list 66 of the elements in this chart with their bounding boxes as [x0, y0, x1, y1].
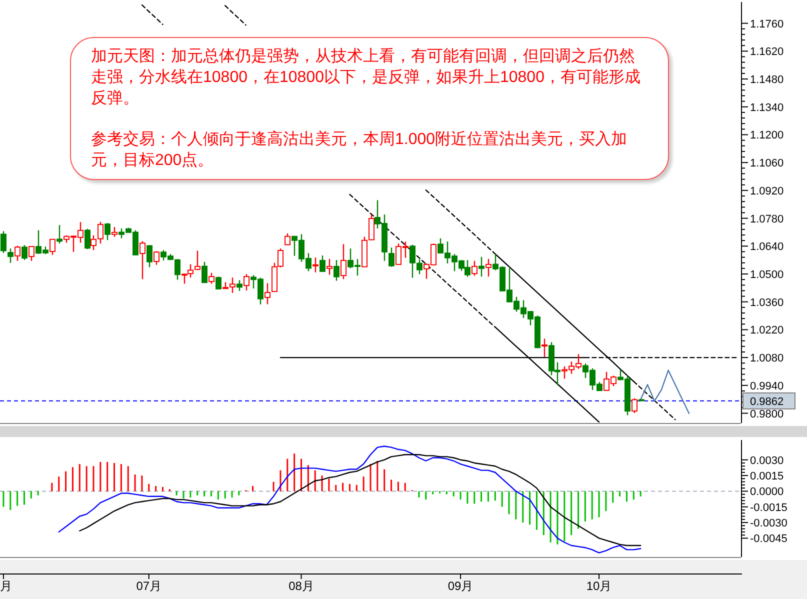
y-tick-label: 1.1760: [750, 18, 784, 30]
y-tick-label: 1.0220: [750, 324, 784, 337]
annotation: 加元天图：加元总体仍是强势，从技术上看，有可能有回调，但回调之后仍然走强，分水线在10800，在10800以下，是反弹，如果升上10800，有可能形成反弹。: [91, 46, 642, 109]
y-tick-label: 1.1200: [750, 130, 784, 142]
y-tick-label: 0.0015: [750, 470, 784, 483]
candlestick: [236, 280, 242, 292]
y-tick-label: 0.9800: [750, 408, 784, 420]
x-tick-label: 10月: [586, 579, 612, 593]
candlestick: [202, 261, 208, 284]
x-tick-label: 07月: [136, 579, 162, 593]
y-tick-label: -0.0030: [750, 518, 788, 530]
candlestick: [264, 282, 270, 305]
candlestick: [104, 222, 110, 241]
y-tick-label: 1.0640: [750, 241, 784, 254]
line-series: [58, 446, 642, 554]
y-tick-label: 1.0360: [750, 296, 784, 309]
candlestick: [632, 398, 638, 414]
y-tick-label: 1.0780: [750, 213, 784, 226]
y-tick-label: 1.0080: [750, 352, 784, 365]
y-tick-label: 1.1620: [750, 46, 784, 58]
candlestick: [278, 248, 284, 268]
candlestick: [22, 244, 28, 261]
x-tick-label: 月: [0, 579, 12, 593]
x-tick-label: 09月: [448, 579, 474, 593]
y-tick-label: 1.0500: [750, 268, 784, 281]
y-tick-label: 0.0030: [750, 454, 784, 467]
candlestick: [208, 272, 214, 284]
candlestick: [146, 244, 152, 268]
candlestick: [472, 260, 478, 276]
line-series: [141, 4, 164, 26]
candlestick: [84, 228, 90, 250]
y-tick-label: 1.1340: [750, 102, 784, 114]
candlestick: [284, 232, 290, 246]
candlestick: [340, 244, 346, 280]
candlestick: [154, 250, 160, 266]
line-series: [640, 370, 690, 414]
candlestick: [326, 258, 332, 276]
candlestick: [140, 240, 146, 280]
candlestick: [56, 224, 62, 244]
candlestick: [28, 246, 34, 262]
candlestick: [320, 254, 326, 272]
y-tick-label: -0.0015: [750, 502, 788, 514]
y-tick-label: -0.0045: [750, 533, 788, 546]
candlestick: [112, 226, 118, 238]
candlestick: [312, 256, 318, 273]
candlestick: [14, 245, 20, 262]
candlestick: [542, 338, 548, 358]
y-tick-label: 1.1480: [750, 74, 784, 86]
candlestick: [388, 246, 394, 268]
candlestick: [216, 276, 222, 290]
ref-line-label: 0.9862: [750, 396, 784, 408]
candlestick: [486, 258, 492, 278]
y-tick-label: 0.9940: [750, 380, 784, 392]
candlestick: [334, 259, 340, 282]
line-series: [224, 4, 246, 26]
y-tick-label: 1.0920: [750, 185, 784, 198]
candlestick: [244, 274, 250, 292]
candlestick: [8, 248, 14, 264]
candlestick: [50, 238, 56, 256]
annotation: 参考交易：个人倾向于逢高沽出美元，本周1.000附近位置沽出美元，买入加元，目标200点。: [91, 130, 628, 171]
y-tick-label: 0.0000: [750, 486, 784, 498]
candlestick: [478, 256, 484, 278]
line-series: [79, 454, 642, 546]
x-tick-label: 08月: [288, 579, 314, 593]
y-tick-label: 1.1060: [750, 158, 784, 170]
candlestick: [0, 230, 6, 254]
